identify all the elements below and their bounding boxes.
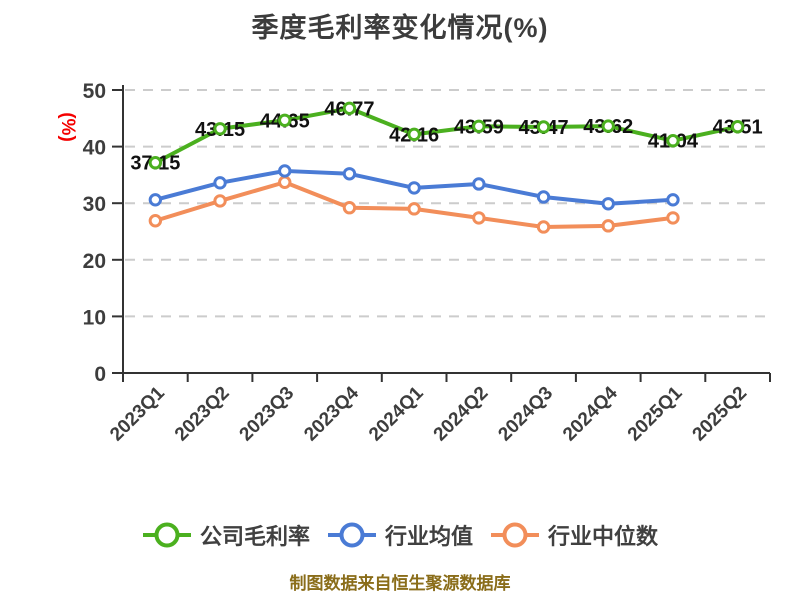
- legend-marker-icon: [491, 522, 539, 548]
- y-tick-label: 30: [83, 193, 106, 216]
- x-tick-label: 2023Q1: [106, 382, 169, 445]
- data-point-行业中位数: [601, 219, 615, 233]
- data-point-行业均值: [148, 193, 163, 207]
- legend-label: 行业中位数: [548, 524, 659, 549]
- data-point-公司毛利率: [666, 134, 680, 148]
- data-point-行业中位数: [278, 175, 292, 189]
- x-tick-label: 2023Q4: [300, 382, 363, 445]
- data-point-公司毛利率: [213, 122, 227, 136]
- data-point-行业中位数: [536, 220, 551, 234]
- data-point-行业均值: [407, 181, 421, 195]
- data-point-行业均值: [536, 190, 551, 204]
- footer-note: 制图数据来自恒生聚源数据库: [289, 574, 511, 593]
- legend-marker-icon: [327, 522, 376, 548]
- y-tick-label: 0: [94, 363, 106, 386]
- data-point-行业均值: [213, 176, 227, 190]
- x-tick-label: 2024Q1: [365, 382, 428, 445]
- data-point-公司毛利率: [730, 120, 745, 134]
- data-point-行业中位数: [407, 202, 421, 216]
- legend: 公司毛利率 行业均值 行业中位数: [0, 519, 800, 551]
- y-tick-label: 20: [83, 250, 106, 273]
- legend-label: 行业均值: [384, 524, 473, 549]
- legend-item-行业均值[interactable]: 行业均值: [327, 519, 473, 551]
- data-point-公司毛利率: [601, 119, 615, 133]
- x-tick-label: 2024Q4: [559, 382, 622, 445]
- series-markers: [148, 101, 745, 234]
- series-line-公司毛利率: [153, 106, 740, 165]
- legend-item-公司毛利率[interactable]: 公司毛利率: [142, 519, 310, 551]
- data-point-公司毛利率: [278, 113, 292, 127]
- data-point-行业中位数: [342, 201, 357, 215]
- data-point-行业中位数: [472, 211, 486, 225]
- legend-label: 公司毛利率: [199, 524, 310, 549]
- legend-item-行业中位数[interactable]: 行业中位数: [490, 519, 658, 551]
- data-point-公司毛利率: [342, 101, 357, 115]
- y-tick-label: 40: [83, 137, 106, 160]
- chart-title: 季度毛利率变化情况(%): [251, 13, 549, 43]
- data-point-公司毛利率: [536, 120, 551, 134]
- x-tick-label: 2025Q1: [624, 382, 687, 445]
- y-axis-name: (%): [57, 112, 78, 142]
- x-tick-label: 2025Q2: [689, 383, 752, 446]
- y-tick-label: 50: [83, 80, 106, 103]
- data-point-行业均值: [472, 177, 486, 191]
- x-tick-label: 2023Q3: [236, 383, 299, 446]
- legend-marker-icon: [142, 522, 191, 548]
- data-point-行业均值: [666, 193, 680, 207]
- data-point-公司毛利率: [407, 127, 421, 142]
- y-tick-label: 10: [83, 306, 106, 329]
- axes: [112, 85, 771, 382]
- data-point-行业均值: [278, 164, 292, 178]
- data-point-行业中位数: [213, 194, 227, 208]
- data-point-公司毛利率: [472, 119, 486, 133]
- x-tick-label: 2024Q2: [430, 383, 493, 446]
- data-point-行业中位数: [148, 214, 163, 228]
- x-tick-label: 2024Q3: [494, 383, 557, 446]
- data-point-行业中位数: [666, 211, 680, 225]
- data-point-公司毛利率: [148, 156, 163, 170]
- data-point-行业均值: [342, 167, 357, 181]
- x-tick-label: 2023Q2: [171, 383, 234, 446]
- data-point-行业均值: [601, 197, 615, 211]
